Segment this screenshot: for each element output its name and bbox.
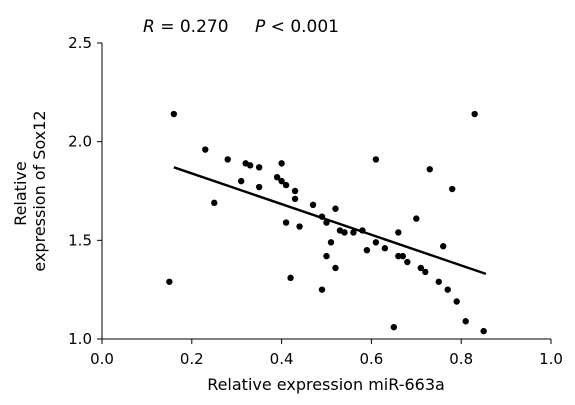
- data-point: [422, 268, 429, 276]
- data-point: [471, 110, 478, 118]
- y-axis-label-line-2: expression of Sox12: [30, 110, 49, 271]
- p-statistic: P < 0.001: [255, 17, 339, 37]
- x-tick-label: 0.0: [90, 350, 114, 368]
- p-value: < 0.001: [265, 17, 339, 37]
- data-point: [273, 173, 281, 181]
- y-tick-label: 1.5: [68, 231, 92, 249]
- x-tick-label: 0.8: [449, 350, 473, 368]
- data-point: [444, 286, 451, 293]
- data-point: [291, 195, 299, 203]
- data-point: [350, 229, 357, 236]
- data-point: [211, 199, 218, 207]
- data-point: [309, 201, 317, 209]
- data-point: [202, 146, 209, 153]
- trendline: [173, 166, 487, 276]
- y-tick-label: 2.5: [68, 34, 92, 52]
- r-symbol: R: [143, 17, 155, 37]
- ticks: 0.0 0.2 0.4 0.6 0.8 1.0 1.0 1.5 2.0 2.5: [68, 34, 563, 368]
- axes: [101, 43, 551, 340]
- data-point: [323, 252, 330, 260]
- data-point: [395, 229, 402, 236]
- x-tick-label: 1.0: [539, 350, 563, 368]
- y-tick-label: 2.0: [68, 133, 92, 151]
- trendline-group: [173, 166, 487, 276]
- data-point: [417, 264, 424, 272]
- data-point: [480, 327, 487, 335]
- data-point: [404, 258, 411, 266]
- data-point: [332, 205, 339, 212]
- data-point: [170, 110, 178, 118]
- data-point: [278, 160, 285, 167]
- y-axis-label: Relative expression of Sox12: [11, 110, 49, 271]
- data-point: [363, 247, 371, 254]
- x-tick-label: 0.6: [359, 350, 383, 368]
- data-point: [282, 219, 290, 226]
- data-points: [166, 110, 487, 335]
- data-point: [413, 215, 420, 222]
- data-point: [449, 185, 456, 193]
- data-point: [462, 318, 469, 325]
- data-point: [237, 177, 245, 185]
- p-symbol: P: [255, 17, 266, 37]
- data-point: [435, 278, 442, 285]
- data-point: [372, 156, 380, 163]
- data-point: [287, 274, 294, 282]
- data-point: [399, 252, 407, 260]
- data-point: [291, 187, 299, 195]
- data-point: [246, 162, 254, 169]
- data-point: [318, 286, 326, 293]
- data-point: [282, 181, 290, 189]
- data-point: [426, 166, 433, 173]
- data-point: [341, 229, 348, 236]
- y-tick-label: 1.0: [68, 330, 92, 348]
- data-point: [395, 252, 402, 260]
- data-point: [332, 264, 339, 272]
- data-point: [440, 243, 447, 250]
- data-point: [224, 156, 231, 163]
- y-axis-label-line-1: Relative: [11, 161, 30, 226]
- data-point: [166, 278, 173, 285]
- r-statistic: R = 0.270: [143, 17, 229, 37]
- data-point: [453, 298, 460, 305]
- data-point: [255, 183, 263, 191]
- data-point: [278, 177, 285, 185]
- data-point: [327, 239, 335, 246]
- data-point: [296, 223, 303, 230]
- data-point: [372, 239, 380, 246]
- data-point: [381, 245, 389, 252]
- x-tick-label: 0.2: [180, 350, 204, 368]
- data-point: [255, 164, 263, 171]
- x-axis-label: Relative expression miR-663a: [207, 375, 445, 394]
- data-point: [390, 323, 398, 331]
- x-tick-label: 0.4: [270, 350, 294, 368]
- r-value: = 0.270: [154, 17, 229, 37]
